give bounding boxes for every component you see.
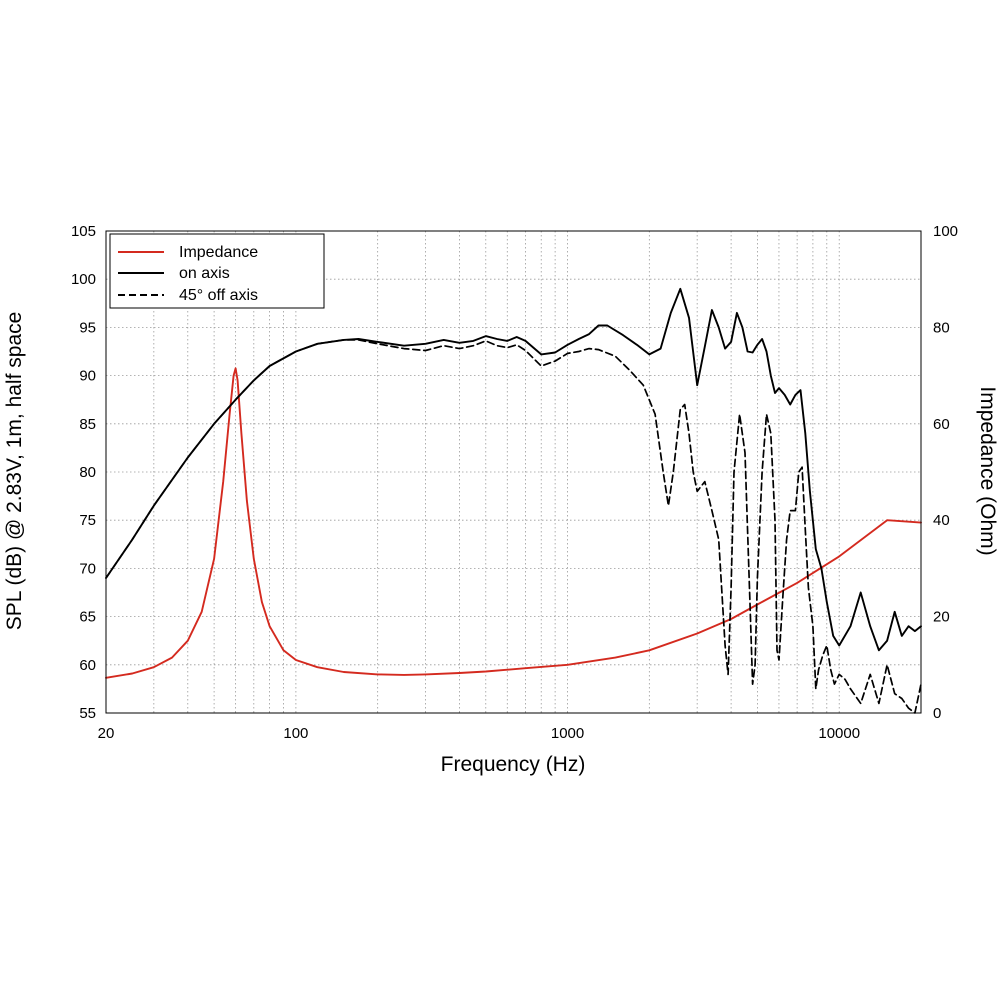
y-tick-label: 65	[79, 609, 96, 626]
x-tick-label: 10000	[818, 725, 860, 742]
legend: Impedance on axis 45° off axis	[109, 233, 325, 309]
y-tick-label: 75	[79, 512, 96, 529]
legend-label-impedance: Impedance	[179, 244, 258, 261]
legend-label-off-axis: 45° off axis	[179, 287, 258, 304]
y2-tick-label: 60	[933, 416, 950, 433]
tick-labels: 20 100 1000 10000 55 60 65 70 75 80 85 90 95 100 105 0 2…	[71, 223, 958, 742]
plot-border	[105, 230, 922, 714]
y-tick-label: 95	[79, 319, 96, 336]
series-line-on-axis	[105, 287, 922, 652]
series-layer	[105, 287, 922, 714]
y-tick-label: 60	[79, 657, 96, 674]
y-tick-label: 100	[71, 271, 96, 288]
y2-tick-label: 20	[933, 609, 950, 626]
grid-lines	[106, 231, 921, 713]
y2-tick-label: 80	[933, 319, 950, 336]
y-tick-label: 55	[79, 705, 96, 722]
y-tick-label: 80	[79, 464, 96, 481]
series-line-45-off-axis	[105, 339, 922, 714]
y2-axis-label: Impedance (Ohm)	[976, 386, 999, 555]
x-tick-label: 20	[98, 725, 115, 742]
y-axis-label: SPL (dB) @ 2.83V, 1m, half space	[3, 312, 26, 631]
y2-tick-label: 100	[933, 223, 958, 240]
x-tick-label: 1000	[551, 725, 584, 742]
y-tick-label: 85	[79, 416, 96, 433]
plot-frame	[105, 230, 922, 714]
y2-tick-label: 0	[933, 705, 941, 722]
y-tick-label: 105	[71, 223, 96, 240]
x-tick-label: 100	[283, 725, 308, 742]
x-axis-label: Frequency (Hz)	[441, 753, 586, 776]
y-tick-label: 70	[79, 560, 96, 577]
series-line-impedance	[105, 367, 922, 679]
y2-tick-label: 40	[933, 512, 950, 529]
y-tick-label: 90	[79, 368, 96, 385]
legend-label-on-axis: on axis	[179, 265, 230, 282]
